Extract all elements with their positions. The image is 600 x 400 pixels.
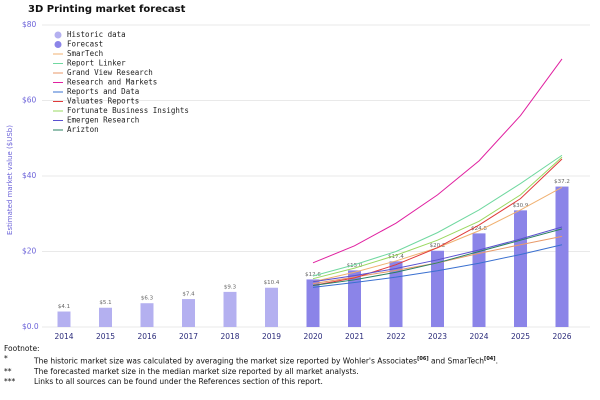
forecast-line bbox=[312, 58, 563, 264]
x-tick-label: 2022 bbox=[386, 332, 405, 341]
x-tick-label: 2015 bbox=[96, 332, 115, 341]
y-tick-label: $60 bbox=[22, 96, 37, 105]
forecast-line bbox=[312, 244, 563, 288]
y-tick-label: $80 bbox=[22, 20, 37, 29]
value-label: $30.9 bbox=[513, 203, 529, 209]
value-label: $10.4 bbox=[264, 280, 280, 286]
y-tick-label: $20 bbox=[22, 247, 37, 256]
bar bbox=[306, 279, 320, 327]
bar bbox=[57, 311, 71, 327]
legend-label: Reports and Data bbox=[67, 87, 139, 96]
x-tick-label: 2025 bbox=[511, 332, 530, 341]
bar bbox=[555, 186, 569, 327]
footnote-marker: ** bbox=[4, 366, 12, 376]
footnote-part: Links to all sources can be found under … bbox=[34, 376, 323, 386]
legend-label: Report Linker bbox=[67, 59, 126, 68]
forecast-line bbox=[312, 228, 563, 286]
bar bbox=[182, 299, 195, 327]
value-label: $9.3 bbox=[224, 284, 237, 290]
x-tick-label: 2017 bbox=[179, 332, 198, 341]
bar bbox=[99, 307, 112, 327]
footnote-item: ** The forecasted market size in the medi… bbox=[4, 367, 594, 377]
reference: [06] bbox=[417, 356, 429, 362]
legend-marker bbox=[54, 41, 62, 48]
bar bbox=[348, 270, 361, 327]
legend-label: Fortunate Business Insights bbox=[67, 106, 189, 115]
x-tick-label: 2026 bbox=[552, 332, 571, 341]
footnote-text: Links to all sources can be found under … bbox=[34, 377, 323, 387]
x-tick-label: 2018 bbox=[220, 332, 239, 341]
legend-label: Historic data bbox=[67, 30, 126, 39]
value-label: $12.6 bbox=[305, 272, 321, 278]
legend-label: SmarTech bbox=[67, 49, 103, 58]
footnote-item: *** Links to all sources can be found und… bbox=[4, 377, 594, 387]
bar bbox=[223, 291, 237, 327]
forecast-line bbox=[312, 226, 563, 283]
footnote-text: The historic market size was calculated … bbox=[34, 354, 498, 367]
reference: [04] bbox=[484, 356, 496, 362]
bar bbox=[265, 287, 278, 327]
x-tick-label: 2019 bbox=[262, 332, 281, 341]
bar bbox=[514, 210, 527, 327]
forecast-line bbox=[312, 154, 563, 277]
footnote-item: * The historic market size was calculated… bbox=[4, 354, 594, 367]
x-tick-label: 2014 bbox=[54, 332, 73, 341]
x-tick-label: 2024 bbox=[469, 332, 488, 341]
y-tick-label: $0.0 bbox=[22, 322, 39, 331]
value-label: $24.8 bbox=[471, 226, 487, 232]
value-label: $20.2 bbox=[430, 243, 446, 249]
legend-label: Valuates Reports bbox=[67, 97, 139, 106]
footnote-marker: *** bbox=[4, 376, 16, 386]
chart: 3D Printing market forecast Estimated ma… bbox=[6, 4, 590, 341]
value-label: $15.0 bbox=[347, 263, 363, 269]
chart-title: 3D Printing market forecast bbox=[28, 4, 186, 15]
y-tick-label: $40 bbox=[22, 171, 37, 180]
footnote-part: and SmarTech bbox=[428, 356, 485, 366]
value-label: $4.1 bbox=[58, 304, 70, 310]
value-label: $37.2 bbox=[554, 179, 570, 185]
legend-marker bbox=[54, 31, 62, 39]
value-label: $17.4 bbox=[388, 254, 404, 260]
bar bbox=[140, 303, 154, 327]
legend-label: Forecast bbox=[67, 40, 103, 49]
value-label: $7.4 bbox=[182, 292, 195, 298]
footnote: Footnote: * The historic market size was … bbox=[4, 344, 594, 387]
footnote-part: The forecasted market size in the median… bbox=[34, 366, 359, 376]
footnote-text: The forecasted market size in the median… bbox=[34, 367, 359, 377]
y-axis-label: Estimated market value ($USb) bbox=[6, 125, 14, 235]
footnote-part: The historic market size was calculated … bbox=[34, 356, 418, 366]
x-tick-label: 2021 bbox=[345, 332, 364, 341]
value-label: $6.3 bbox=[141, 296, 154, 302]
forecast-line bbox=[312, 158, 563, 286]
legend-label: Emergen Research bbox=[67, 116, 139, 125]
forecast-line bbox=[312, 156, 563, 280]
x-tick-label: 2023 bbox=[428, 332, 447, 341]
footnote-marker: * bbox=[4, 354, 8, 363]
legend-label: Research and Markets bbox=[67, 78, 157, 87]
x-tick-label: 2016 bbox=[137, 332, 156, 341]
value-label: $5.1 bbox=[99, 300, 111, 306]
legend-label: Grand View Research bbox=[67, 68, 153, 77]
footnote-part: . bbox=[495, 356, 498, 366]
bar bbox=[472, 233, 486, 327]
legend-label: Arizton bbox=[67, 125, 99, 134]
x-tick-label: 2020 bbox=[303, 332, 322, 341]
footnote-title: Footnote: bbox=[4, 344, 40, 353]
